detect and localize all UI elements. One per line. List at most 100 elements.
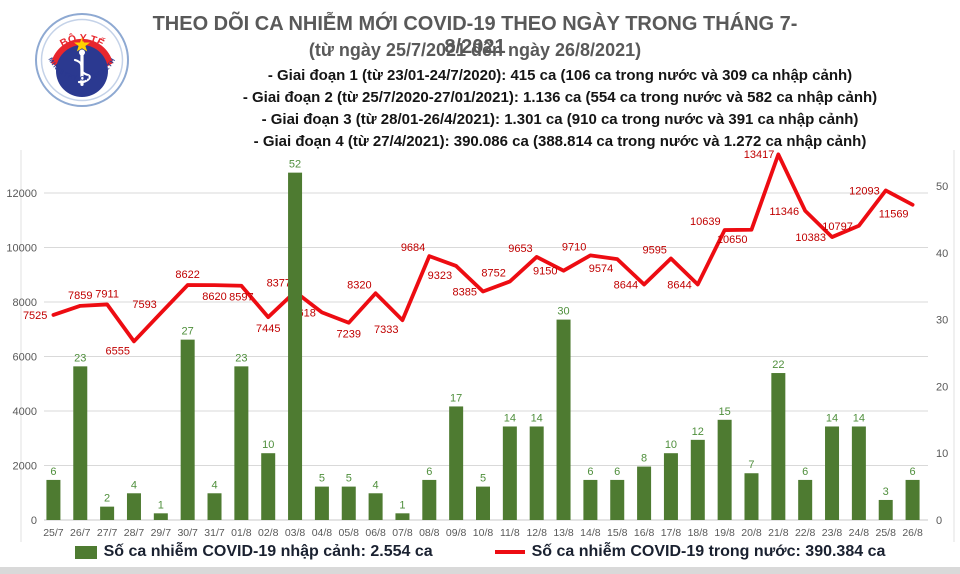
imported-cases-bar <box>583 479 598 520</box>
x-axis-tick-label: 23/8 <box>822 527 843 539</box>
imported-cases-bar <box>851 426 866 520</box>
imported-cases-bar <box>261 453 276 520</box>
x-axis-tick-label: 25/8 <box>876 527 897 539</box>
left-axis-tick-label: 2000 <box>13 461 37 473</box>
x-axis-tick-label: 10/8 <box>473 527 494 539</box>
line-value-label: 8752 <box>481 268 505 280</box>
line-value-label: 8644 <box>667 279 691 291</box>
line-value-label: 8644 <box>614 279 638 291</box>
imported-cases-bar <box>395 513 410 520</box>
imported-cases-bar <box>368 493 383 520</box>
imported-cases-bar <box>771 373 786 520</box>
x-axis-tick-label: 16/8 <box>634 527 655 539</box>
imported-cases-bar <box>825 426 840 520</box>
bar-value-label: 6 <box>587 466 593 478</box>
imported-cases-bar <box>476 486 490 520</box>
imported-cases-bar <box>905 479 920 520</box>
ministry-of-health-logo: BỘ Y TẾ MINISTRY OF HEALTH <box>35 13 129 107</box>
imported-cases-bar <box>798 479 813 520</box>
bar-value-label: 30 <box>557 306 569 318</box>
line-value-label: 9574 <box>589 263 613 275</box>
line-value-label: 10797 <box>822 221 853 233</box>
bar-value-label: 4 <box>211 479 217 491</box>
line-value-label: 11569 <box>879 209 909 221</box>
bar-value-label: 17 <box>450 392 462 404</box>
x-axis-tick-label: 08/8 <box>419 527 440 539</box>
legend-item-domestic: Số ca nhiễm COVID-19 trong nước: 390.384… <box>494 543 885 561</box>
page-title: THEO DÕI CA NHIỄM MỚI COVID-19 THEO NGÀY… <box>152 13 798 58</box>
imported-cases-bar <box>126 493 141 520</box>
imported-cases-bar <box>690 439 705 520</box>
right-axis-tick-label: 50 <box>936 181 948 193</box>
line-value-label: 7911 <box>95 288 119 300</box>
x-axis-tick-label: 31/7 <box>204 527 225 539</box>
bar-value-label: 6 <box>426 466 432 478</box>
bar-value-label: 27 <box>182 326 194 338</box>
bar-value-label: 5 <box>346 473 352 485</box>
line-value-label: 9684 <box>401 242 425 254</box>
logo-top-text: BỘ Y TẾ <box>58 32 106 50</box>
line-value-label: 9323 <box>428 270 452 282</box>
legend-line-swatch <box>494 550 525 554</box>
x-axis-tick-label: 04/8 <box>312 527 333 539</box>
line-value-label: 8385 <box>453 287 477 299</box>
bar-value-label: 10 <box>665 439 677 451</box>
page-subtitle: (từ ngày 25/7/2021 đến ngày 26/8/2021) <box>308 40 642 60</box>
imported-cases-bar <box>207 493 222 520</box>
x-axis-tick-label: 12/8 <box>526 527 547 539</box>
line-value-label: 10383 <box>795 232 826 244</box>
line-value-label: 8320 <box>347 279 371 291</box>
left-axis-tick-label: 8000 <box>13 297 37 309</box>
bar-value-label: 2 <box>104 493 110 505</box>
chart-legend: Số ca nhiễm COVID-19 nhập cảnh: 2.554 ca… <box>0 543 960 561</box>
x-axis-tick-label: 01/8 <box>231 527 252 539</box>
bar-value-label: 5 <box>319 473 325 485</box>
left-axis-tick-label: 6000 <box>13 352 37 364</box>
line-value-label: 7859 <box>68 290 92 302</box>
imported-cases-bar <box>878 499 893 520</box>
imported-cases-bar <box>100 506 115 520</box>
x-axis-tick-label: 29/7 <box>151 527 172 539</box>
x-axis-tick-label: 03/8 <box>285 527 306 539</box>
stage-summary-line-3: - Giai đoạn 3 (từ 28/01-26/4/2021): 1.30… <box>261 111 859 128</box>
stage-summaries: - Giai đoạn 1 (từ 23/01-24/7/2020): 415 … <box>170 65 950 153</box>
bar-value-label: 14 <box>826 412 838 424</box>
x-axis-tick-label: 07/8 <box>392 527 413 539</box>
imported-cases-bar <box>744 473 759 520</box>
right-axis-tick-label: 30 <box>936 315 948 327</box>
bar-value-label: 12 <box>692 426 704 438</box>
right-axis-tick-label: 40 <box>936 248 948 260</box>
x-axis-tick-label: 24/8 <box>849 527 870 539</box>
bar-value-label: 3 <box>883 486 889 498</box>
x-axis-tick-label: 18/8 <box>688 527 709 539</box>
line-value-label: 8620 <box>202 291 226 303</box>
x-axis-tick-label: 30/7 <box>177 527 198 539</box>
bar-value-label: 6 <box>50 466 56 478</box>
bar-value-label: 4 <box>131 479 137 491</box>
combo-chart: 0200040006000800010000120000102030405075… <box>6 149 955 542</box>
x-axis-tick-label: 20/8 <box>741 527 762 539</box>
bar-value-label: 8 <box>641 453 647 465</box>
bar-value-label: 22 <box>772 359 784 371</box>
bar-value-label: 14 <box>853 412 865 424</box>
imported-cases-bar <box>556 319 571 520</box>
bar-value-label: 15 <box>719 406 731 418</box>
legend-item-imported: Số ca nhiễm COVID-19 nhập cảnh: 2.554 ca <box>74 543 433 561</box>
x-axis-tick-label: 25/7 <box>43 527 64 539</box>
bottom-edge-strip <box>0 567 960 574</box>
imported-cases-bar <box>529 426 544 520</box>
stage-summary-line-1: - Giai đoạn 1 (từ 23/01-24/7/2020): 415 … <box>267 67 853 84</box>
x-axis-tick-label: 21/8 <box>768 527 789 539</box>
logo-staff-head <box>79 49 85 56</box>
x-axis-tick-label: 02/8 <box>258 527 279 539</box>
bar-value-label: 23 <box>235 352 247 364</box>
bar-value-label: 14 <box>504 412 516 424</box>
x-axis-tick-label: 19/8 <box>714 527 735 539</box>
line-value-label: 9653 <box>508 243 532 255</box>
x-axis-tick-label: 14/8 <box>580 527 601 539</box>
line-value-label: 9150 <box>533 266 557 278</box>
x-axis-tick-label: 15/8 <box>607 527 628 539</box>
domestic-cases-line <box>51 152 915 344</box>
bar-value-label: 10 <box>262 439 274 451</box>
